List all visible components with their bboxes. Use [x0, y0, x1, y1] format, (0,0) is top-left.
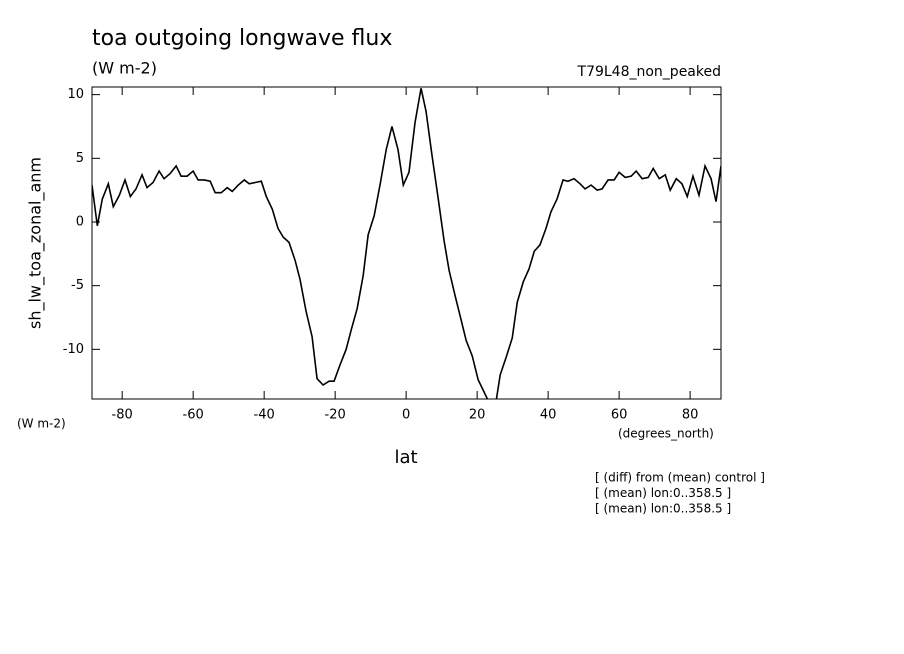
x-axis-label: lat	[394, 447, 417, 468]
x-units: (degrees_north)	[618, 427, 714, 441]
y-tick-label: 5	[76, 151, 84, 166]
run-label: T79L48_non_peaked	[577, 64, 721, 80]
x-tick-label: -60	[183, 408, 204, 423]
y-axis-label: sh_lw_toa_zonal_anm	[26, 157, 46, 329]
y-tick-label: -10	[63, 342, 84, 357]
x-tick-label: -20	[325, 408, 346, 423]
note: [ (mean) lon:0..358.5 ]	[595, 486, 731, 500]
x-tick-label: 40	[540, 408, 557, 423]
x-tick-label: -80	[112, 408, 133, 423]
plot-frame	[91, 86, 722, 400]
y-units: (W m-2)	[17, 417, 66, 431]
x-tick-label: -40	[254, 408, 275, 423]
x-tick-label: 80	[682, 408, 699, 423]
y-tick-label: 0	[76, 214, 84, 229]
x-tick-label: 20	[469, 408, 486, 423]
chart-subtitle: (W m-2)	[92, 59, 157, 78]
y-tick-label: -5	[71, 278, 84, 293]
chart-title: toa outgoing longwave flux	[92, 26, 392, 51]
x-tick-label: 0	[402, 408, 410, 423]
note: [ (mean) lon:0..358.5 ]	[595, 502, 731, 516]
y-tick-label: 10	[67, 87, 84, 102]
data-line	[92, 88, 721, 399]
note: [ (diff) from (mean) control ]	[595, 471, 765, 485]
x-tick-label: 60	[611, 408, 628, 423]
